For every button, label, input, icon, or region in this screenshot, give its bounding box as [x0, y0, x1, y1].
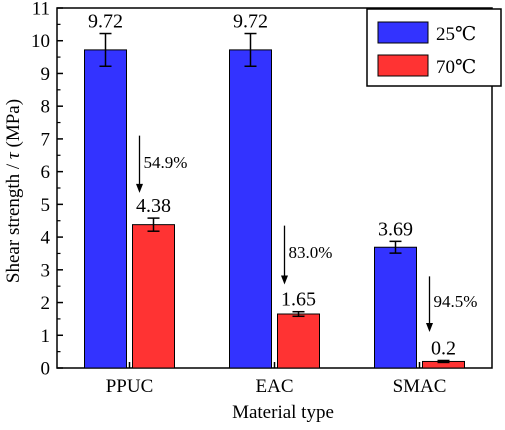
legend-swatch-70c — [377, 54, 429, 77]
data-label: 1.65 — [281, 289, 316, 311]
bars — [84, 32, 465, 369]
y-tick-label: 1 — [41, 326, 51, 347]
y-tick-label: 7 — [41, 129, 51, 150]
reduction-label: 94.5% — [434, 292, 478, 311]
y-tick-label: 6 — [41, 162, 51, 183]
y-tick-label: 5 — [41, 195, 51, 216]
y-tick-label: 3 — [41, 260, 51, 281]
legend-label-70c: 70℃ — [436, 57, 476, 78]
reduction-label: 83.0% — [289, 243, 333, 262]
legend-swatch-25c — [377, 21, 429, 44]
bar — [229, 49, 272, 369]
x-tick-label: SMAC — [393, 376, 447, 397]
x-tick-label: PPUC — [106, 376, 154, 397]
y-tick-label: 4 — [41, 228, 51, 249]
legend: 25℃ 70℃ — [366, 8, 502, 87]
reduction-arrowhead — [281, 275, 288, 285]
bar — [277, 313, 320, 369]
labels: 9.72 9.72 3.69 4.38 1.65 0.2 54.9% 83.0% 94.5% — [88, 11, 477, 360]
data-label: 0.2 — [431, 337, 456, 359]
y-tick-label: 10 — [31, 31, 50, 52]
y-axis-title: Shear strength / τ (MPa) — [3, 99, 24, 283]
y-tick-label: 0 — [41, 359, 51, 380]
data-label: 9.72 — [88, 11, 123, 33]
legend-label-25c: 25℃ — [436, 24, 476, 45]
reduction-arrowhead — [136, 183, 143, 193]
axes: 0 1 2 3 4 5 6 7 8 9 10 11 PPUC EAC SMAC — [31, 0, 493, 397]
y-tick-label: 2 — [41, 293, 51, 314]
plot-frame — [56, 7, 493, 369]
bar — [84, 49, 127, 369]
data-label: 4.38 — [136, 195, 171, 217]
data-label: 9.72 — [233, 11, 268, 33]
y-tick-label: 9 — [41, 64, 51, 85]
bar — [374, 246, 417, 369]
reduction-label: 54.9% — [144, 153, 188, 172]
y-axis-title-main: Shear strength / — [3, 159, 24, 283]
y-tick-label: 11 — [32, 0, 50, 20]
bar — [132, 224, 175, 369]
y-axis-title-symbol: τ — [3, 151, 24, 159]
reduction-arrowhead — [426, 323, 433, 332]
x-axis-title: Material type — [232, 402, 334, 423]
x-tick-label: EAC — [256, 376, 294, 397]
y-axis-title-unit: (MPa) — [3, 99, 24, 152]
data-label: 3.69 — [378, 218, 413, 240]
y-tick-label: 8 — [41, 97, 51, 118]
